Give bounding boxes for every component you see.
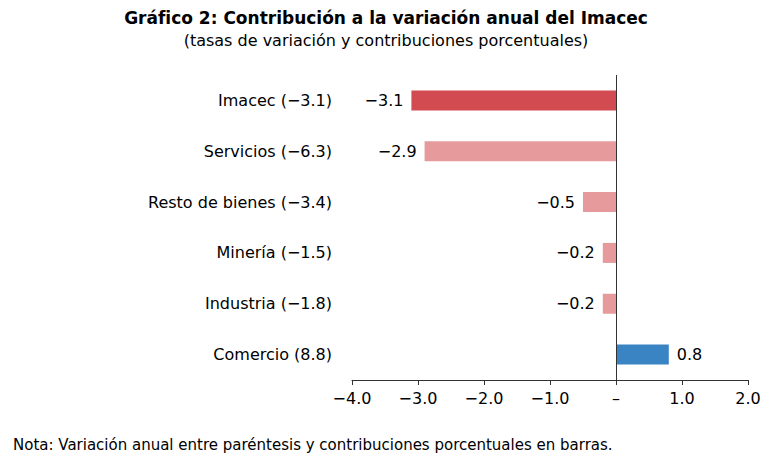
svg-text:0.8: 0.8 (677, 345, 702, 364)
svg-text:Minería (−1.5): Minería (−1.5) (217, 243, 332, 262)
svg-text:−3.0: −3.0 (399, 389, 438, 408)
svg-text:−2.0: −2.0 (465, 389, 504, 408)
svg-text:−4.0: −4.0 (333, 389, 372, 408)
svg-text:Comercio (8.8): Comercio (8.8) (213, 345, 332, 364)
svg-text:Resto de bienes (−3.4): Resto de bienes (−3.4) (148, 193, 332, 212)
svg-text:−0.5: −0.5 (536, 193, 575, 212)
svg-text:−3.1: −3.1 (365, 91, 404, 110)
svg-text:Imacec (−3.1): Imacec (−3.1) (218, 91, 332, 110)
svg-text:Nota: Variación anual entre pa: Nota: Variación anual entre paréntesis y… (13, 436, 613, 454)
svg-text:2.0: 2.0 (735, 389, 760, 408)
svg-text:−2.9: −2.9 (378, 142, 417, 161)
svg-text:Gráfico 2: Contribución a la v: Gráfico 2: Contribución a la variación a… (124, 8, 648, 28)
svg-text:−1.0: −1.0 (531, 389, 570, 408)
svg-text:–: – (612, 389, 620, 408)
svg-text:Servicios (−6.3): Servicios (−6.3) (204, 142, 332, 161)
svg-text:(tasas de variación y contribu: (tasas de variación y contribuciones por… (184, 31, 589, 50)
svg-text:−0.2: −0.2 (556, 294, 595, 313)
svg-text:−0.2: −0.2 (556, 243, 595, 262)
svg-text:Industria (−1.8): Industria (−1.8) (205, 294, 332, 313)
svg-text:1.0: 1.0 (669, 389, 694, 408)
